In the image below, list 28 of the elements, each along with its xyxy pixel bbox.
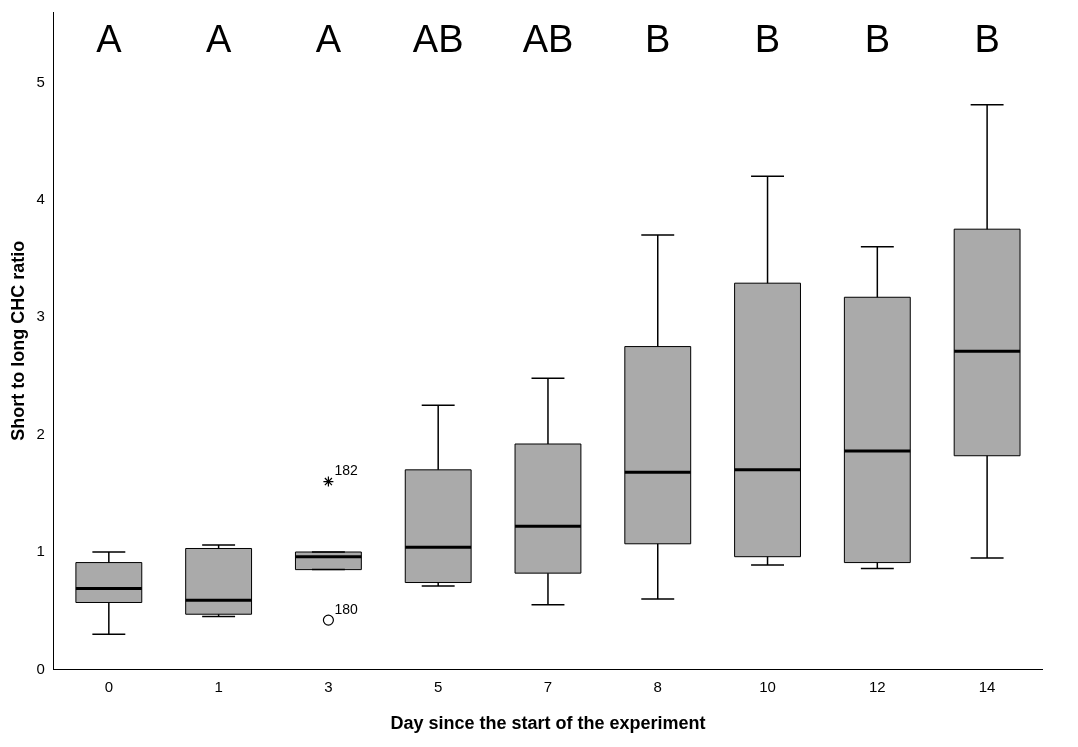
x-axis-title: Day since the start of the experiment xyxy=(390,713,706,734)
annotation: B xyxy=(864,18,890,61)
y-tick-label: 1 xyxy=(36,542,45,560)
y-axis-title: Short to long CHC ratio xyxy=(7,240,28,441)
annotation: 180 xyxy=(334,600,358,617)
annotation: AB xyxy=(522,18,574,61)
annotation: AB xyxy=(412,18,464,61)
y-tick-label: 2 xyxy=(36,424,45,442)
x-tick-label: 3 xyxy=(324,677,333,695)
y-tick-label: 4 xyxy=(36,189,45,207)
annotation: A xyxy=(96,18,123,61)
x-tick-label: 14 xyxy=(978,677,996,695)
y-tick-label: 5 xyxy=(36,72,45,90)
x-tick-label: 10 xyxy=(759,677,776,695)
annotation: B xyxy=(754,18,781,61)
annotation: B xyxy=(974,18,1000,61)
x-tick-label: 1 xyxy=(214,677,223,695)
x-tick-label: 12 xyxy=(868,677,886,695)
annotation: A xyxy=(315,18,342,61)
annotation: 182 xyxy=(334,462,358,479)
x-tick-label: 7 xyxy=(543,677,553,695)
x-tick-label: 8 xyxy=(653,677,662,695)
x-tick-label: 5 xyxy=(434,677,443,695)
y-tick-label: 3 xyxy=(36,307,45,325)
annotation: A xyxy=(205,18,232,61)
x-tick-label: 0 xyxy=(104,677,114,695)
annotation: B xyxy=(645,18,671,61)
y-tick-label: 0 xyxy=(36,659,45,677)
